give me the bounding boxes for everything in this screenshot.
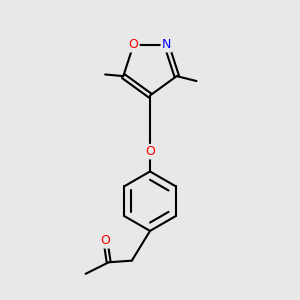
- Text: O: O: [145, 145, 155, 158]
- Text: O: O: [129, 38, 138, 51]
- Text: N: N: [162, 38, 171, 51]
- Text: O: O: [100, 234, 110, 247]
